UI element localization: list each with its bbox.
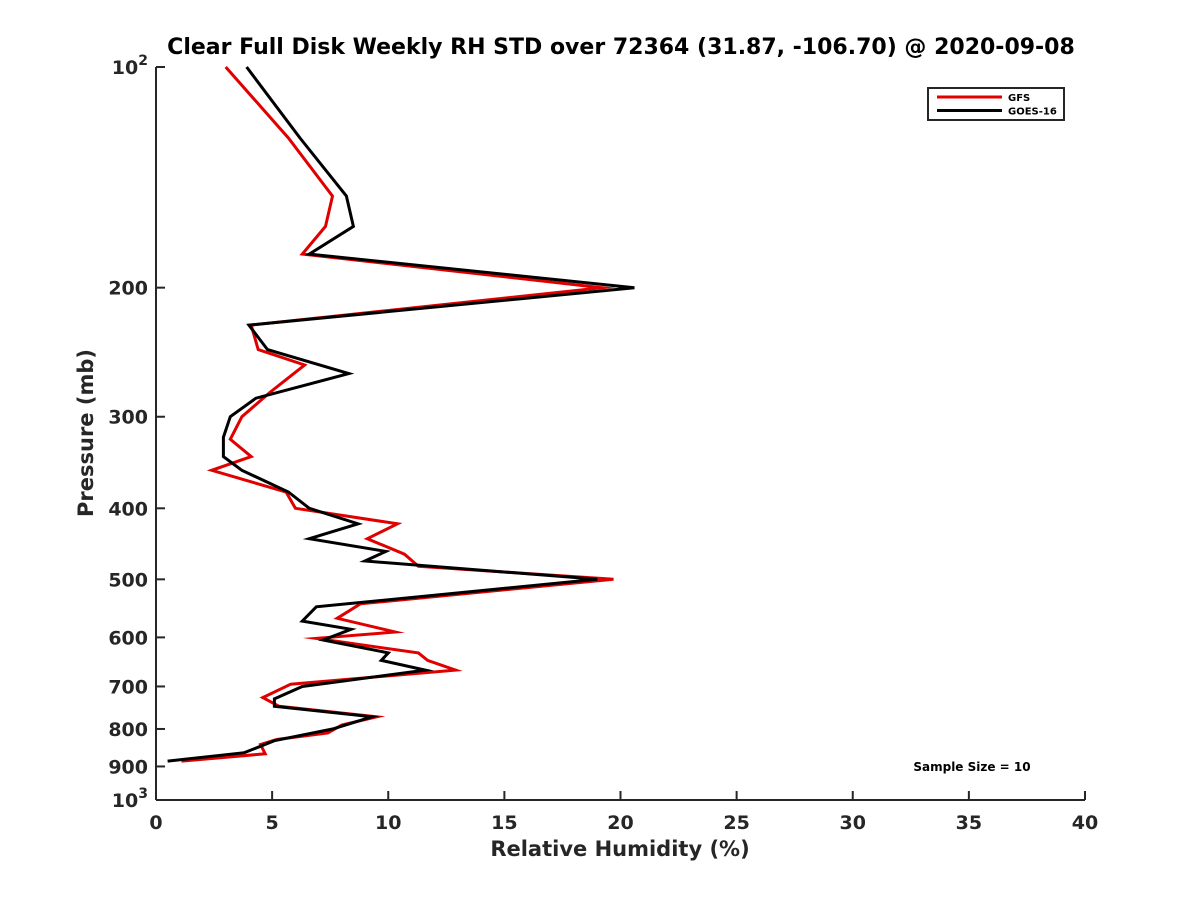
y-tick-label: 500 [108,569,148,591]
y-tick-label: 600 [108,627,148,649]
series-layer [167,66,635,763]
y-tick-label: 900 [108,756,148,778]
legend-label-gfs: GFS [1008,93,1030,104]
y-axis-label: Pressure (mb) [74,349,98,517]
x-tick-label: 25 [723,812,749,834]
x-tick-label: 30 [840,812,866,834]
series-line-gfs [181,66,616,763]
y-tick-label: 700 [108,676,148,698]
x-tick-label: 40 [1072,812,1098,834]
x-tick-label: 20 [607,812,633,834]
x-axis: 0 5 10 15 20 25 30 35 40 [149,791,1098,834]
y-tick-label: 200 [108,278,148,300]
y-tick-label: 102 [112,53,148,79]
chart-title: Clear Full Disk Weekly RH STD over 72364… [167,35,1075,60]
legend: GFS GOES-16 [927,87,1065,121]
x-axis-label: Relative Humidity (%) [490,837,749,861]
x-tick-label: 0 [149,812,162,834]
x-tick-label: 10 [375,812,401,834]
x-tick-label: 5 [266,812,279,834]
sample-size-annotation: Sample Size = 10 [913,760,1030,774]
y-axis: 102 200 300 400 500 600 700 800 900 103 [108,53,165,812]
x-tick-label: 15 [491,812,517,834]
series-line-goes-16 [167,66,635,763]
legend-label-goes-16: GOES-16 [1008,107,1057,118]
y-tick-label: 300 [108,407,148,429]
legend-box [927,87,1065,121]
x-tick-label: 35 [956,812,982,834]
y-tick-label: 400 [108,498,148,520]
y-tick-label: 103 [112,786,148,812]
y-tick-label: 800 [108,719,148,741]
